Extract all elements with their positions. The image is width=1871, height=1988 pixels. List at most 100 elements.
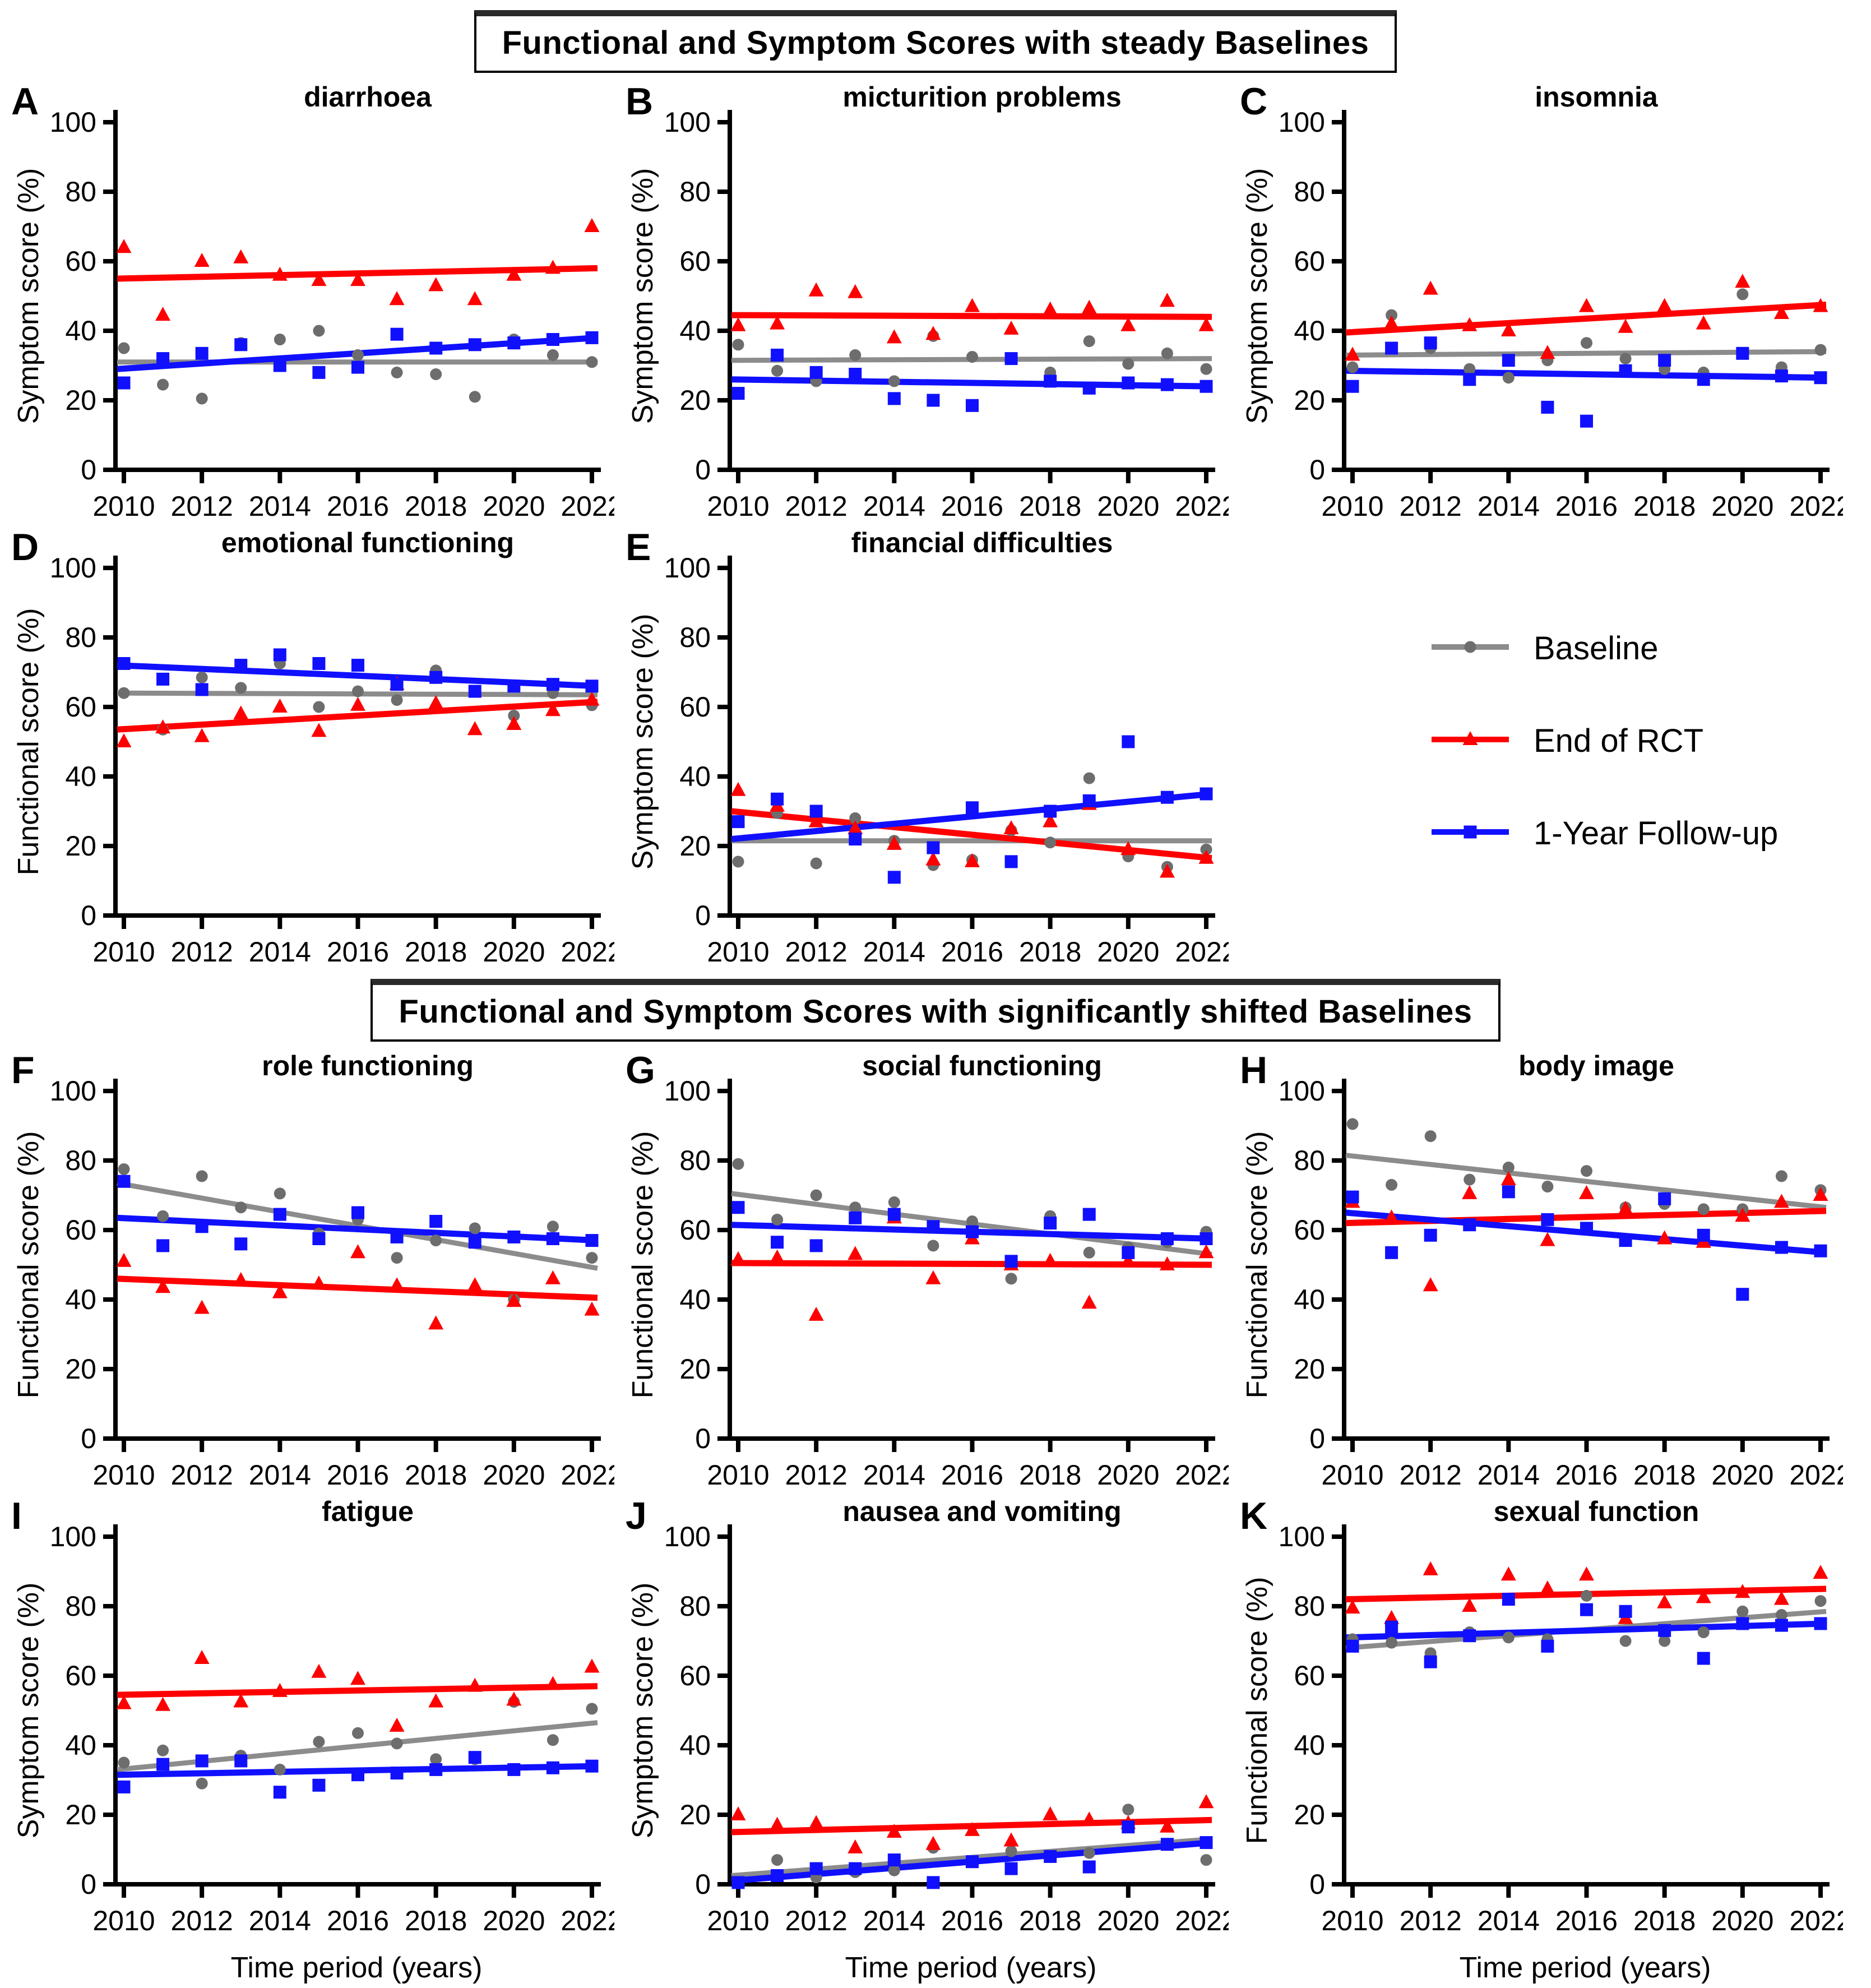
data-point-square [849, 1211, 862, 1224]
data-point-square [195, 1220, 209, 1233]
data-point-square [1044, 375, 1057, 388]
series-end-of-rct [1345, 1561, 1828, 1624]
data-point-square [1658, 354, 1671, 367]
svg-text:2022: 2022 [1789, 1459, 1843, 1489]
svg-text:2018: 2018 [405, 491, 467, 520]
svg-text:20: 20 [1294, 1353, 1325, 1385]
data-point-triangle [1813, 298, 1828, 312]
data-point-triangle [389, 1277, 405, 1292]
data-point-circle [1775, 1170, 1787, 1182]
data-point-square [585, 331, 599, 344]
data-point-circle [732, 856, 744, 868]
data-point-triangle [1043, 301, 1058, 316]
y-axis-label: Functional score (%) [12, 608, 45, 876]
panel-title: emotional functioning [221, 527, 514, 558]
data-point-circle [1386, 309, 1398, 321]
data-point-square [468, 685, 481, 698]
svg-text:2014: 2014 [863, 1459, 925, 1489]
svg-text:40: 40 [679, 315, 711, 346]
data-point-circle [888, 375, 900, 387]
data-point-triangle [886, 835, 902, 850]
svg-text:2018: 2018 [1019, 491, 1081, 520]
svg-text:80: 80 [679, 1145, 711, 1176]
data-point-triangle [311, 1275, 327, 1290]
panel-title: insomnia [1535, 81, 1659, 113]
data-point-triangle [467, 291, 483, 306]
svg-text:2020: 2020 [483, 936, 545, 966]
data-point-triangle [1540, 345, 1555, 359]
svg-text:2020: 2020 [1097, 936, 1159, 966]
data-point-triangle [925, 326, 941, 340]
data-point-square [273, 1208, 286, 1221]
data-point-triangle [1120, 317, 1136, 331]
data-point-triangle [350, 1671, 365, 1685]
data-point-square [1736, 1617, 1749, 1630]
data-point-triangle [1773, 305, 1789, 319]
data-point-square [1775, 1241, 1788, 1254]
axes [1342, 1079, 1830, 1441]
series-1-year-follow-up [731, 1201, 1213, 1268]
data-point-circle [352, 1727, 364, 1739]
y-axis-label: Functional score (%) [12, 1131, 45, 1399]
data-point-square [546, 333, 559, 346]
svg-text:2010: 2010 [707, 936, 769, 966]
data-point-triangle [965, 853, 980, 867]
data-point-square [468, 1236, 481, 1249]
panel-title: diarrhoea [304, 81, 432, 113]
data-point-triangle [1773, 1194, 1789, 1208]
svg-text:2012: 2012 [171, 491, 233, 520]
data-point-square [1160, 1838, 1174, 1851]
data-point-circle [157, 378, 169, 391]
series-1-year-follow-up [117, 648, 599, 698]
data-point-circle [1619, 1635, 1632, 1647]
data-point-square [1346, 380, 1359, 393]
data-point-triangle [155, 1279, 171, 1293]
data-point-square [927, 841, 940, 854]
data-point-circle [235, 1201, 247, 1214]
data-point-square [809, 1239, 823, 1252]
data-point-square [1122, 1820, 1135, 1834]
trend-line-end-of-rct [117, 1275, 598, 1301]
data-point-triangle [233, 249, 249, 263]
svg-text:2014: 2014 [863, 936, 925, 966]
svg-text:2012: 2012 [785, 491, 847, 520]
svg-text:0: 0 [1309, 1423, 1325, 1454]
data-point-square [1004, 1255, 1018, 1268]
data-point-circle [927, 1240, 939, 1252]
data-point-square [1697, 373, 1710, 386]
data-point-triangle [847, 820, 863, 834]
series-1-year-follow-up [1346, 1593, 1827, 1668]
trend-line-end-of-rct [731, 312, 1212, 320]
data-point-square [507, 1763, 521, 1776]
svg-text:2020: 2020 [1711, 491, 1773, 520]
data-point-circle [1697, 1626, 1710, 1638]
svg-text:80: 80 [679, 176, 711, 207]
data-point-triangle [965, 298, 980, 312]
data-point-circle [1424, 1130, 1437, 1143]
data-point-square [1697, 1652, 1710, 1665]
svg-text:0: 0 [695, 900, 711, 931]
panel-title: nausea and vomiting [842, 1496, 1121, 1527]
series-end-of-rct [1345, 274, 1828, 361]
data-point-square [429, 341, 443, 355]
svg-text:0: 0 [1309, 454, 1325, 486]
panel-letter: A [11, 80, 39, 123]
data-point-square [312, 1778, 326, 1792]
svg-text:0: 0 [81, 1869, 96, 1900]
data-point-triangle [1735, 1584, 1750, 1598]
data-point-square [1814, 371, 1827, 385]
data-point-circle [1814, 344, 1827, 356]
data-point-square [1463, 1218, 1476, 1232]
svg-text:2016: 2016 [1555, 491, 1618, 520]
svg-text:2016: 2016 [941, 1459, 1003, 1489]
data-point-triangle [194, 728, 210, 742]
y-axis-label: Functional score (%) [627, 1131, 659, 1399]
data-point-triangle [770, 1249, 785, 1264]
data-point-square [1160, 1232, 1174, 1245]
data-point-circle [274, 1763, 286, 1776]
data-point-circle [888, 1196, 900, 1208]
svg-text:100: 100 [1279, 107, 1325, 138]
